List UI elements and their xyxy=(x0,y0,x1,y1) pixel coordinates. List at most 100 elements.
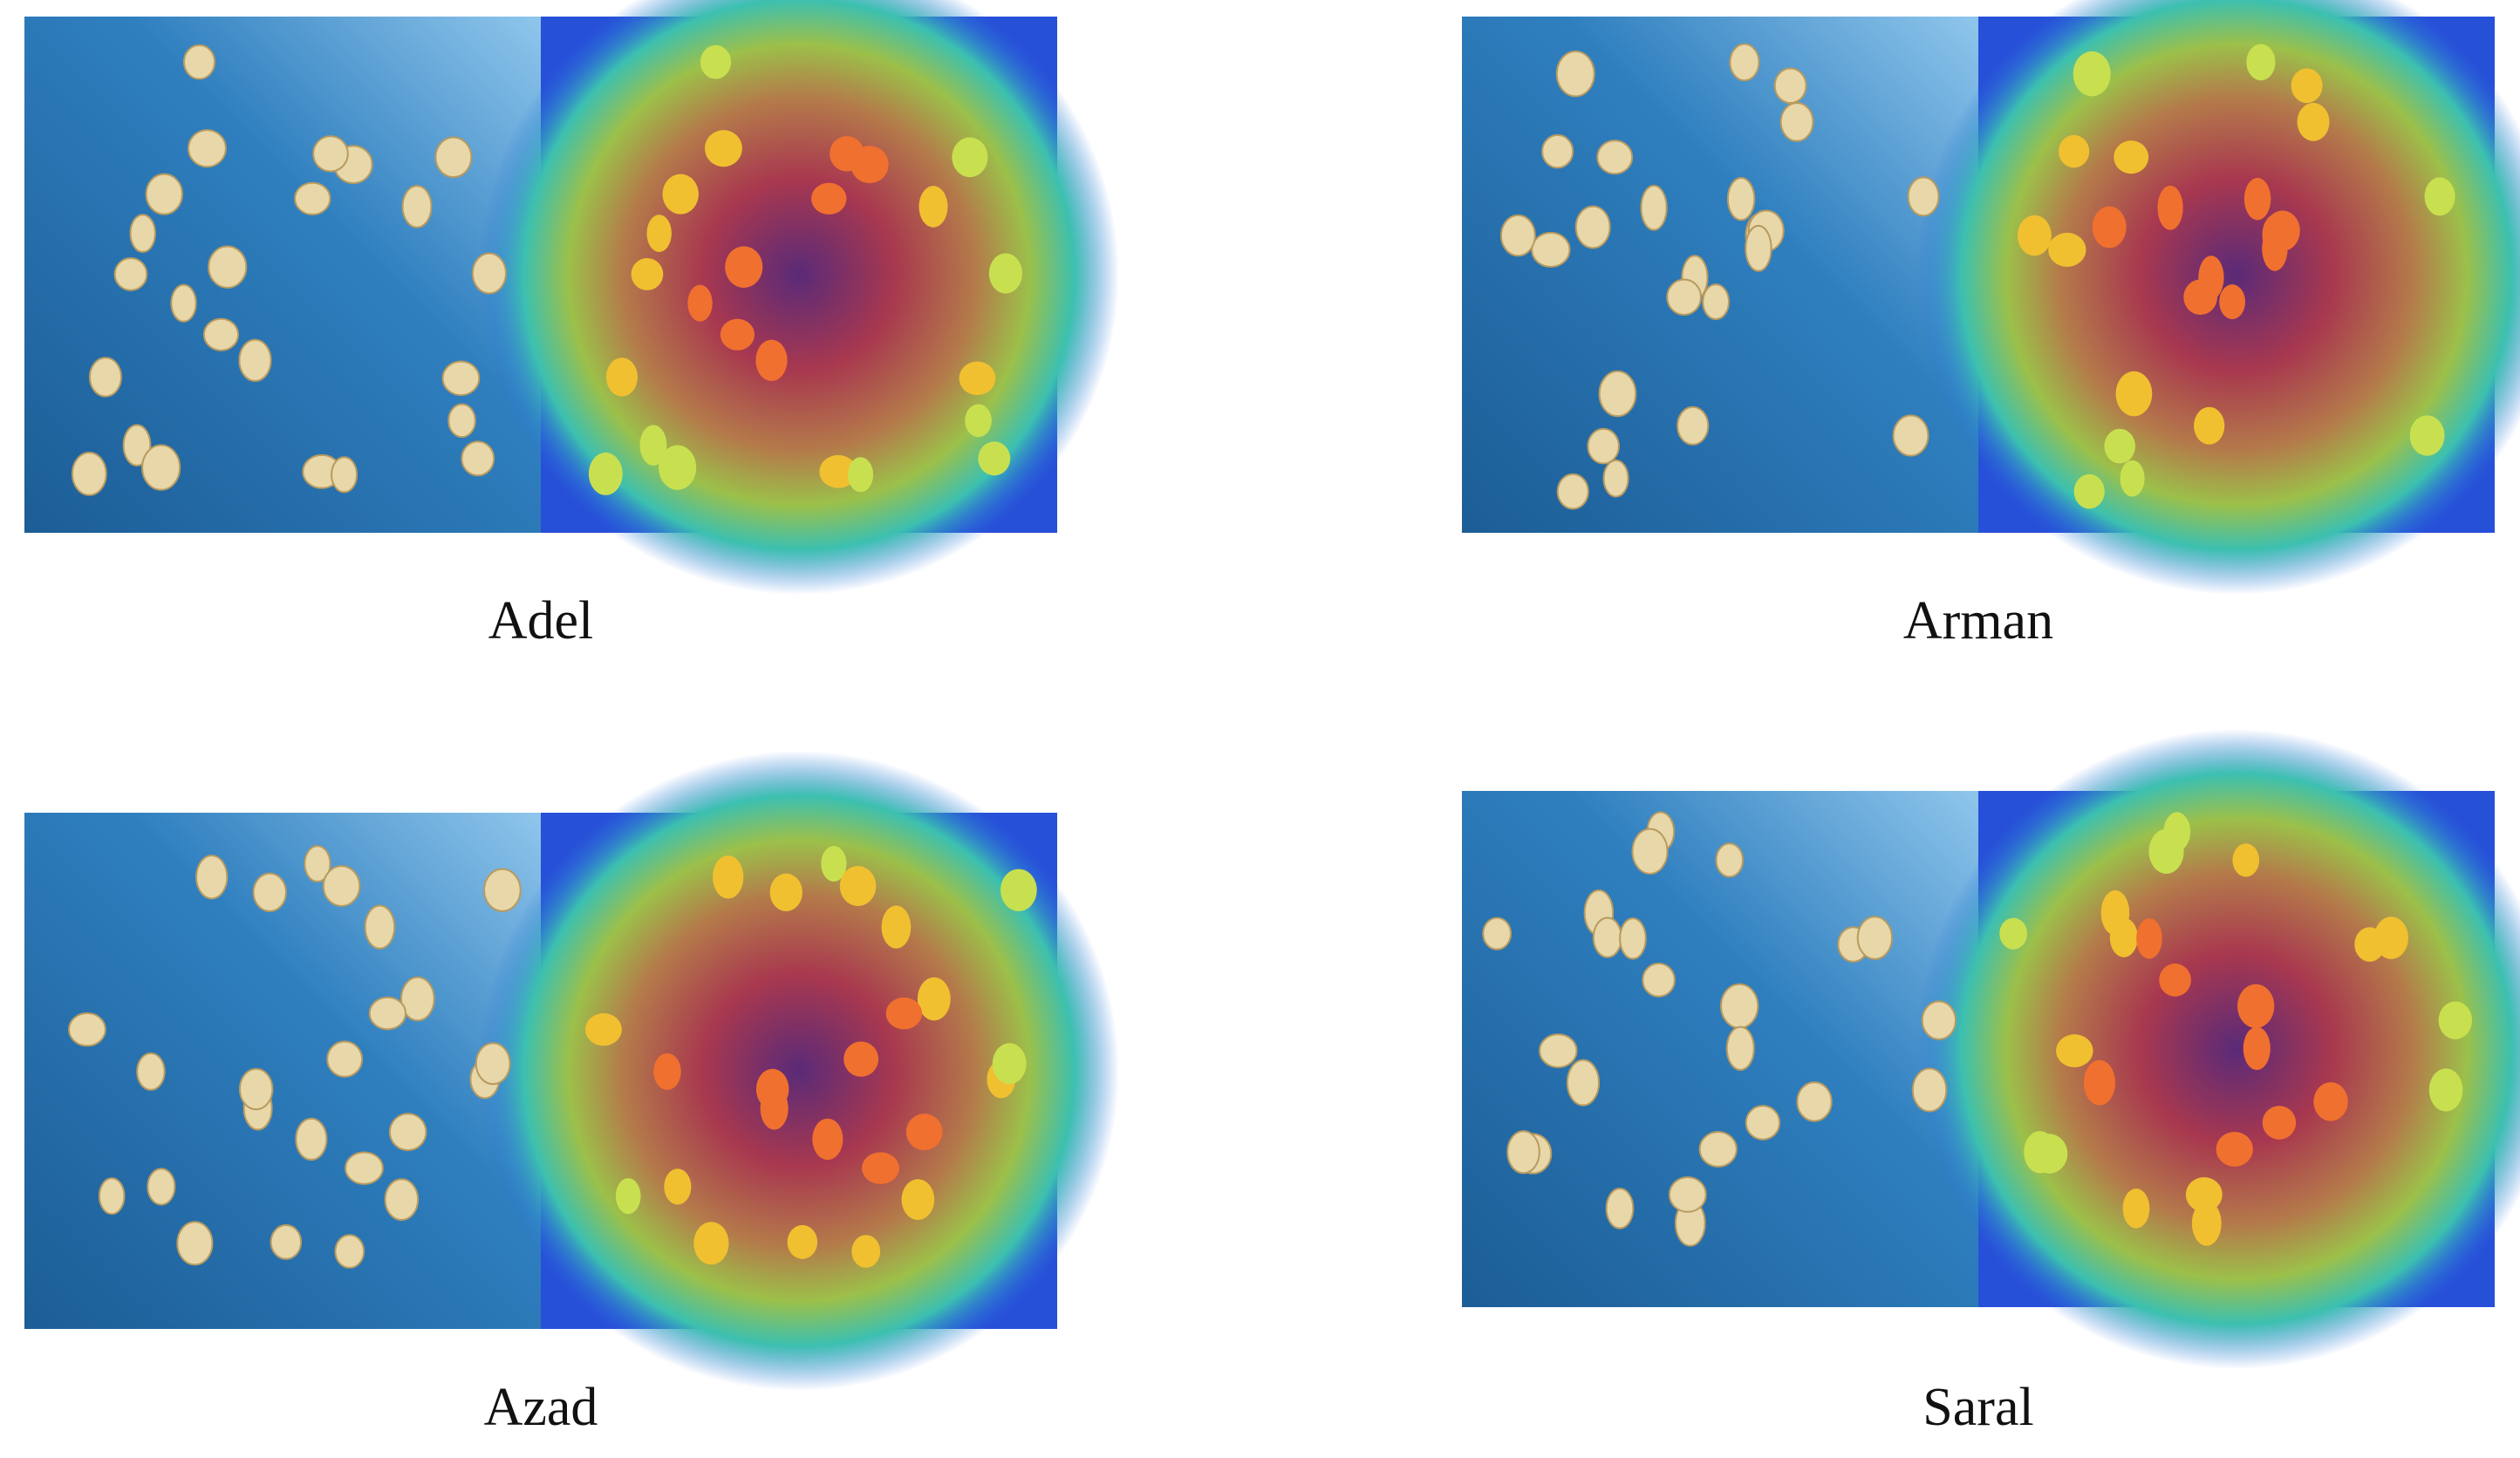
chickpea-heat xyxy=(2109,917,2138,957)
chickpea xyxy=(1719,983,1759,1029)
chickpea xyxy=(202,317,240,351)
chickpea-heat xyxy=(615,1178,641,1215)
chickpea xyxy=(1574,205,1611,249)
chickpea-heat xyxy=(848,457,874,493)
photo xyxy=(24,17,541,533)
chickpea xyxy=(1556,473,1589,510)
chickpea xyxy=(1921,1000,1957,1040)
chickpea xyxy=(312,135,349,173)
chickpea-heat xyxy=(639,425,667,466)
chickpea-heat xyxy=(664,1168,692,1205)
chickpea-heat xyxy=(2073,51,2111,97)
chickpea-heat xyxy=(2136,918,2162,959)
chickpea xyxy=(294,181,331,216)
heatmap xyxy=(1916,729,2520,1369)
chickpea xyxy=(1640,184,1668,231)
chickpea-heat xyxy=(2024,1131,2056,1174)
chickpea-heat xyxy=(2191,1201,2222,1246)
chickpea-heat xyxy=(2185,1176,2223,1212)
chickpea xyxy=(1587,427,1620,465)
chickpea xyxy=(1541,133,1574,169)
chickpea-heat xyxy=(2073,474,2105,509)
chickpea-heat xyxy=(819,454,857,488)
chickpea xyxy=(238,1067,274,1111)
chickpea-heat xyxy=(2017,215,2052,256)
chickpea xyxy=(401,185,433,228)
chickpea-heat xyxy=(959,361,996,396)
chickpea xyxy=(129,214,156,254)
chickpea xyxy=(447,403,476,439)
chickpea-heat xyxy=(2243,177,2271,221)
chickpea xyxy=(334,1234,365,1269)
chickpea xyxy=(122,424,152,467)
chickpea xyxy=(400,976,435,1022)
chickpea xyxy=(141,444,181,491)
chickpea-heat xyxy=(821,846,847,882)
chickpea-heat xyxy=(2059,134,2090,168)
chickpea xyxy=(483,868,522,912)
chickpea-heat xyxy=(2262,225,2288,271)
image-pair xyxy=(1462,729,2520,1369)
chickpea xyxy=(345,1151,384,1185)
chickpea xyxy=(68,1012,106,1047)
chickpea xyxy=(1506,1130,1540,1175)
chickpea-heat xyxy=(713,855,744,899)
chickpea-heat xyxy=(919,186,948,228)
chickpea xyxy=(1907,176,1940,217)
chickpea xyxy=(1796,1081,1833,1122)
chickpea-heat xyxy=(755,1068,789,1110)
chickpea xyxy=(384,1178,420,1222)
chickpea-heat xyxy=(2114,140,2149,174)
chickpea-heat xyxy=(2291,68,2323,104)
chickpea-heat xyxy=(2297,102,2330,141)
chickpea-heat xyxy=(2246,44,2276,81)
chickpea xyxy=(208,245,248,289)
chickpea xyxy=(1729,43,1760,82)
chickpea xyxy=(1911,1067,1948,1113)
chickpea xyxy=(1698,1130,1738,1168)
chickpea xyxy=(434,136,473,179)
chickpea-heat xyxy=(631,258,664,290)
chickpea xyxy=(1666,278,1703,317)
chickpea-heat xyxy=(2373,916,2409,959)
chickpea xyxy=(1668,1175,1707,1213)
image-pair xyxy=(24,0,1119,595)
chickpea-heat xyxy=(862,1152,899,1184)
chickpea-heat xyxy=(2104,428,2135,464)
chickpea-heat xyxy=(2056,1034,2093,1067)
chickpea xyxy=(1539,1033,1578,1068)
chickpea xyxy=(304,845,331,883)
chickpea xyxy=(1598,370,1637,418)
chickpea-heat xyxy=(2313,1082,2348,1121)
chickpea-heat xyxy=(787,1224,818,1259)
chickpea-heat xyxy=(2424,177,2455,216)
chickpea-heat xyxy=(2219,284,2246,320)
chickpea-heat xyxy=(2148,828,2184,874)
chickpea-heat xyxy=(811,182,847,215)
chickpea xyxy=(238,338,272,382)
chickpea-heat xyxy=(2183,279,2218,316)
chickpea-heat xyxy=(952,137,988,178)
chickpea xyxy=(322,865,361,907)
chickpea xyxy=(326,1040,364,1078)
chickpea xyxy=(1605,1187,1635,1230)
chickpea xyxy=(475,1042,511,1086)
chickpea-heat xyxy=(901,1179,935,1221)
chickpea-heat xyxy=(2438,1001,2473,1039)
chickpea xyxy=(1715,842,1745,878)
chickpea-heat xyxy=(769,873,802,911)
chickpea-heat xyxy=(2428,1068,2463,1112)
chickpea-heat xyxy=(662,174,699,215)
chickpea-heat xyxy=(2120,460,2145,497)
chickpea-heat xyxy=(978,441,1011,476)
chickpea xyxy=(145,173,183,215)
chickpea-heat xyxy=(2262,1106,2297,1140)
caption: Azad xyxy=(484,1378,598,1437)
chickpea-heat xyxy=(687,284,713,322)
chickpea-heat xyxy=(905,1114,943,1151)
chickpea-heat xyxy=(885,997,923,1030)
chickpea-heat xyxy=(812,1118,843,1161)
chickpea-heat xyxy=(843,1041,879,1077)
